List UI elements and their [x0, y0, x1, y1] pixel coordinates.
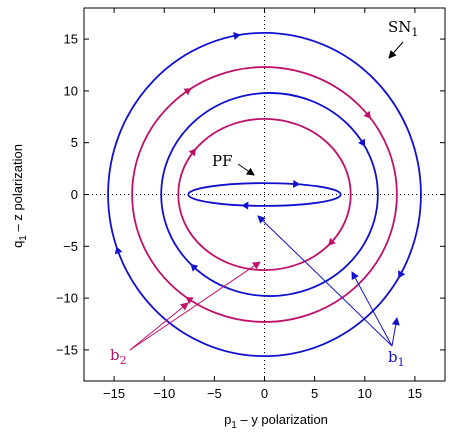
- y-tick-label: 10: [64, 83, 78, 98]
- arrow-b2-outer-bottomleft: [185, 296, 194, 305]
- x-tick-label: −15: [103, 386, 125, 401]
- arrow-sn1-top: [233, 32, 241, 40]
- orbit-b1-2: [187, 182, 342, 207]
- orbit-b2-3: [131, 66, 398, 323]
- y-tick-label: 15: [64, 32, 78, 47]
- pointer-b2-1: [129, 261, 261, 351]
- arrow-pf-top: [292, 179, 301, 188]
- pointer-b1-0: [257, 215, 393, 347]
- x-tick-label: 10: [358, 386, 372, 401]
- pointer-b2-0: [129, 302, 189, 351]
- orbit-b1-1: [160, 92, 379, 297]
- x-tick-label: 5: [311, 386, 318, 401]
- arrow-b2-inner-left: [188, 148, 197, 157]
- pointer-pf: [237, 163, 255, 176]
- ticks: −15 −10 −5 0 5 10 15 −15 −10 −5 0 5 10 15: [56, 8, 445, 401]
- orbit-b1-0: [107, 31, 422, 358]
- x-tick-label: 15: [408, 386, 422, 401]
- y-tick-label: 5: [71, 135, 78, 150]
- orbit-arrows: [114, 32, 406, 305]
- label-sn1: SN1: [388, 18, 418, 39]
- x-tick-label: −5: [207, 386, 222, 401]
- y-tick-label: −5: [63, 239, 78, 254]
- arrow-sn1-left: [114, 246, 123, 255]
- orbits: [107, 31, 422, 358]
- x-tick-label: 0: [261, 386, 268, 401]
- y-tick-label: 0: [71, 187, 78, 202]
- arrow-b2-inner-right: [328, 237, 336, 246]
- annotations: SN1 PF b1 b2: [110, 18, 418, 369]
- arrow-b1-mid-bottomleft: [190, 263, 199, 272]
- pointer-b1-1: [351, 271, 393, 347]
- y-tick-label: −15: [56, 342, 78, 357]
- arrow-sn1-right: [398, 270, 406, 279]
- label-pf: PF: [212, 152, 233, 170]
- y-tick-label: −10: [56, 291, 78, 306]
- label-b2: b2: [110, 346, 127, 367]
- arrow-b2-outer-topleft: [183, 88, 192, 96]
- pointer-sn1: [388, 41, 404, 59]
- label-b1: b1: [388, 348, 405, 369]
- y-axis-label: q1 – z polarization: [10, 144, 29, 248]
- x-axis-label: p1 – y polarization: [224, 412, 328, 431]
- pointer-b1-2: [391, 317, 400, 347]
- arrow-b2-outer-topright: [363, 110, 372, 119]
- arrow-b1-mid-right: [358, 138, 366, 147]
- orbit-b2-4: [177, 117, 352, 272]
- x-tick-label: −10: [153, 386, 175, 401]
- arrow-pf-bottom: [241, 201, 249, 210]
